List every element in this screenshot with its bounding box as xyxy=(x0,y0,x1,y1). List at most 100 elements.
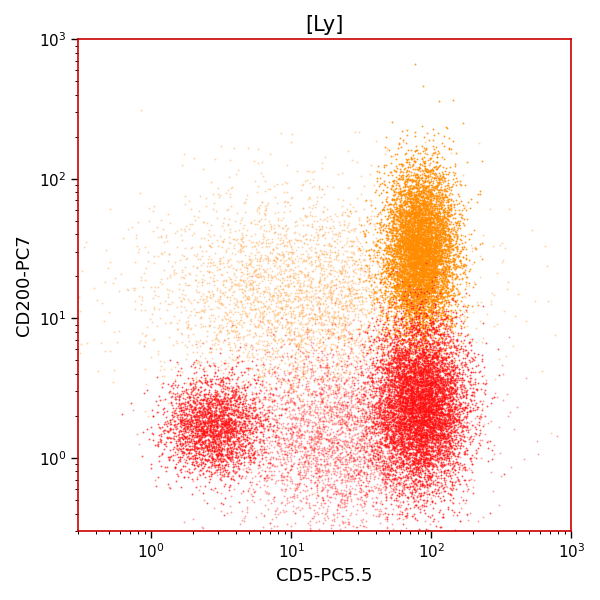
Point xyxy=(445,277,454,287)
Point xyxy=(409,188,418,198)
Point xyxy=(385,475,394,484)
Point xyxy=(364,463,373,472)
Point xyxy=(205,242,215,251)
Point xyxy=(381,233,391,242)
Point xyxy=(181,416,190,425)
Point xyxy=(421,383,431,392)
Point xyxy=(419,201,428,211)
Point xyxy=(454,248,464,257)
Point xyxy=(233,239,243,248)
Point xyxy=(196,386,205,395)
Point xyxy=(232,395,242,404)
Point xyxy=(413,250,423,259)
Point xyxy=(389,353,399,363)
Point xyxy=(233,399,242,409)
Point xyxy=(416,341,425,350)
Point xyxy=(408,464,418,474)
Point xyxy=(380,452,389,462)
Point xyxy=(422,239,431,248)
Point xyxy=(413,190,423,200)
Point xyxy=(397,389,406,399)
Point xyxy=(407,377,416,386)
Point xyxy=(395,398,405,408)
Point xyxy=(193,411,202,421)
Point xyxy=(207,400,217,409)
Point xyxy=(302,455,312,465)
Point xyxy=(383,473,393,482)
Point xyxy=(440,364,449,374)
Point xyxy=(393,426,403,436)
Point xyxy=(405,315,415,325)
Point xyxy=(368,304,377,313)
Point xyxy=(400,269,409,278)
Point xyxy=(192,249,202,259)
Point xyxy=(312,497,322,506)
Point xyxy=(359,411,368,421)
Point xyxy=(421,342,430,352)
Point xyxy=(410,236,419,246)
Point xyxy=(466,367,476,376)
Point xyxy=(412,400,421,409)
Point xyxy=(288,364,298,373)
Point xyxy=(415,494,425,504)
Point xyxy=(388,480,398,490)
Point xyxy=(455,279,465,289)
Point xyxy=(429,396,439,406)
Point xyxy=(443,430,452,439)
Point xyxy=(430,265,439,275)
Point xyxy=(424,248,433,258)
Point xyxy=(379,273,389,283)
Point xyxy=(266,224,275,234)
Point xyxy=(472,411,482,421)
Point xyxy=(421,171,431,181)
Point xyxy=(214,448,224,457)
Point xyxy=(421,166,430,175)
Point xyxy=(316,389,325,399)
Point xyxy=(401,429,411,439)
Point xyxy=(460,403,470,412)
Point xyxy=(453,299,463,308)
Point xyxy=(343,211,353,221)
Point xyxy=(405,237,415,247)
Point xyxy=(366,427,376,437)
Point xyxy=(265,419,274,429)
Point xyxy=(227,422,236,431)
Point xyxy=(417,229,427,239)
Point xyxy=(207,459,217,469)
Point xyxy=(407,378,416,388)
Point xyxy=(434,271,444,281)
Point xyxy=(422,281,431,291)
Point xyxy=(313,231,323,241)
Point xyxy=(367,441,376,451)
Point xyxy=(423,248,433,257)
Point xyxy=(388,416,398,425)
Point xyxy=(259,308,268,317)
Point xyxy=(439,386,448,395)
Point xyxy=(176,427,185,436)
Point xyxy=(449,431,459,441)
Point xyxy=(263,322,272,331)
Point xyxy=(421,355,430,364)
Point xyxy=(397,378,406,388)
Point xyxy=(413,434,422,443)
Point xyxy=(286,461,296,470)
Point xyxy=(371,398,381,407)
Point xyxy=(420,409,430,418)
Point xyxy=(368,497,377,507)
Point xyxy=(389,191,399,200)
Point xyxy=(389,395,399,404)
Point xyxy=(185,419,195,429)
Point xyxy=(311,493,321,502)
Point xyxy=(385,294,395,304)
Point xyxy=(245,380,255,389)
Point xyxy=(418,403,427,413)
Point xyxy=(424,209,433,219)
Point xyxy=(212,433,222,442)
Point xyxy=(163,380,173,389)
Point xyxy=(431,329,441,338)
Point xyxy=(262,408,272,418)
Point xyxy=(451,396,460,406)
Point xyxy=(371,418,381,427)
Point xyxy=(355,440,365,449)
Point xyxy=(346,446,356,455)
